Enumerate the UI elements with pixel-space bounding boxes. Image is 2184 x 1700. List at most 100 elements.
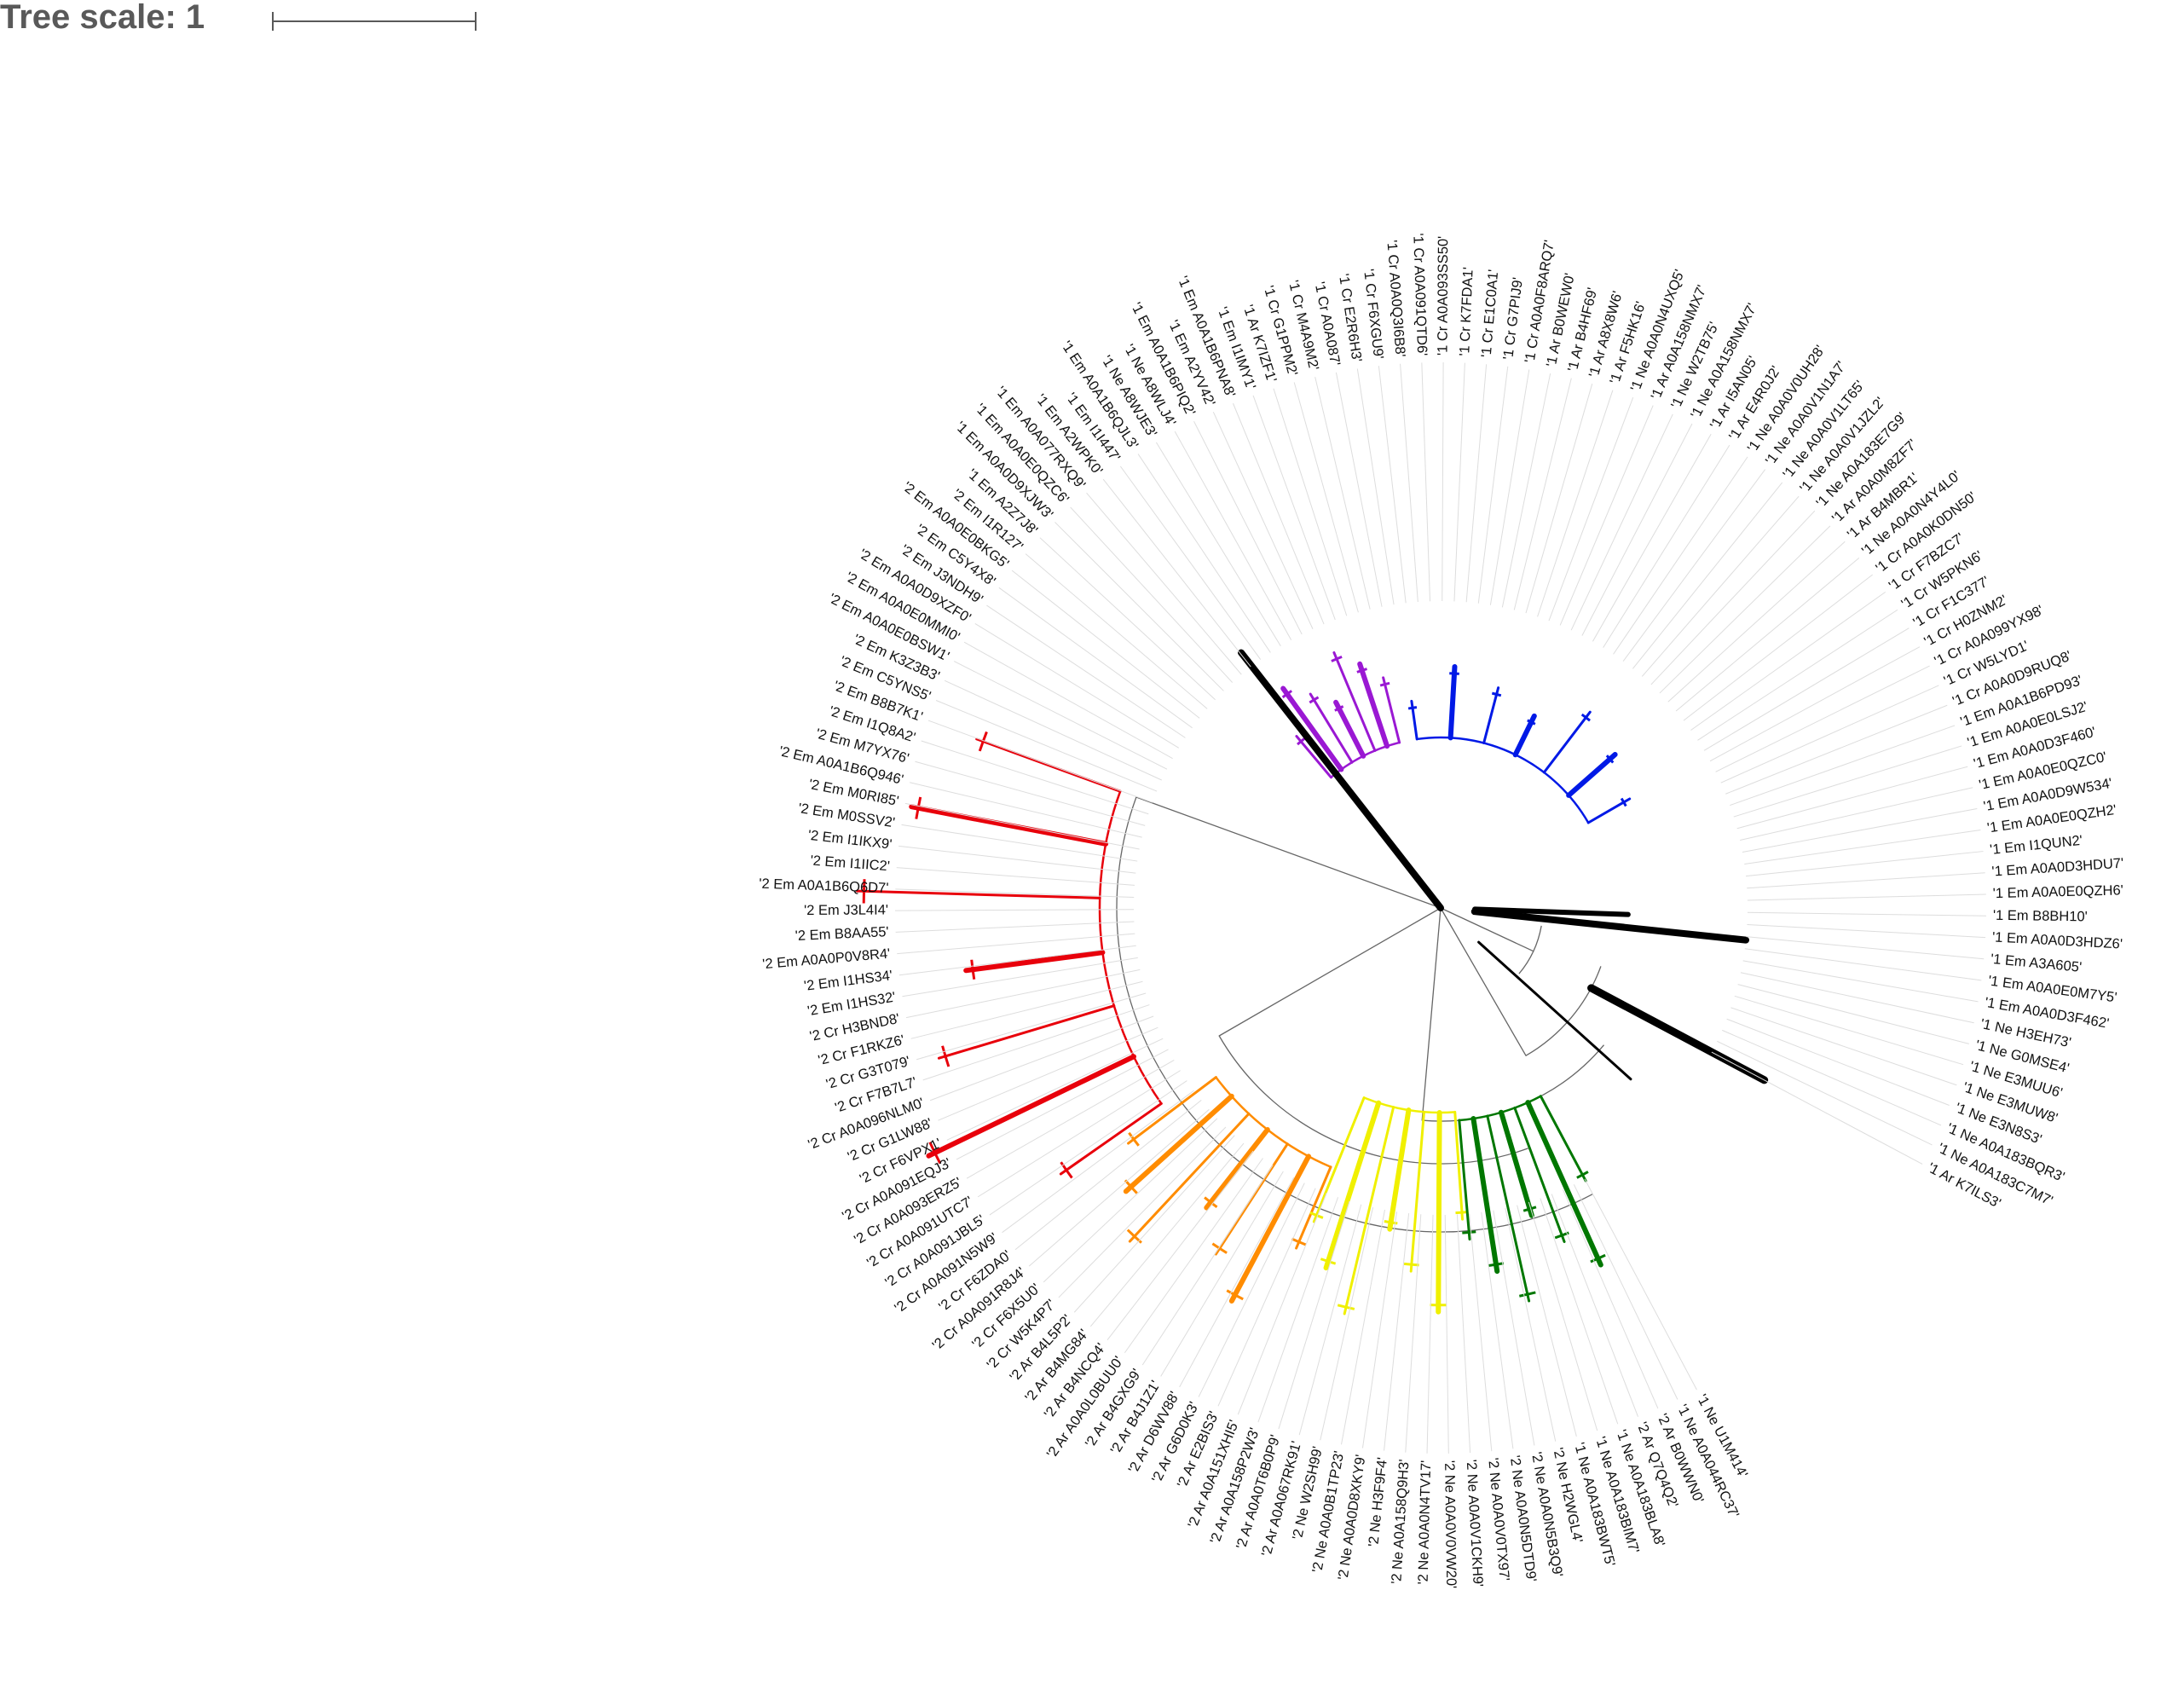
- branch-arc: [1334, 705, 1344, 712]
- branch-arc: [1309, 696, 1320, 704]
- leaf-leader-line: [1217, 1188, 1316, 1407]
- leaf-leader-line: [1298, 1204, 1362, 1436]
- leaf-leader-line: [998, 587, 1193, 729]
- leaf-leader-line: [905, 969, 1141, 1019]
- branch-segment: [1499, 1109, 1534, 1218]
- leaf-leader-line: [1690, 591, 1886, 731]
- leaf-label: '1 Cr F6XGU9': [1361, 269, 1386, 361]
- branch-segment: [909, 804, 1109, 847]
- leaf-leader-line: [1709, 646, 1921, 762]
- leaf-leader-line: [1400, 363, 1418, 603]
- leaf-leader-line: [1584, 1178, 1697, 1391]
- branch-segment: [855, 889, 1101, 899]
- branch-segment: [1440, 907, 1527, 1056]
- branch-arc: [1337, 1304, 1355, 1310]
- leaf-leader-line: [1141, 1165, 1274, 1366]
- branch-segment: [1357, 661, 1390, 749]
- leaf-leader-line: [1054, 522, 1224, 691]
- leaf-leader-line: [1124, 1158, 1263, 1354]
- leaf-label: '1 Em A0A0E0QZH6': [1993, 882, 2123, 901]
- leaf-label: '2 Ne A0A158Q9H3': [1389, 1459, 1412, 1585]
- leaf-leader-line: [1489, 369, 1530, 605]
- leaf-leader-line: [1421, 362, 1431, 602]
- leaf-label: '1 Cr A0A0Q3I6B8': [1384, 240, 1407, 357]
- leaf-leader-line: [1119, 465, 1262, 660]
- leaf-leader-line: [1106, 1150, 1254, 1341]
- branch-segment: [1470, 1116, 1500, 1275]
- leaf-leader-line: [1747, 872, 1985, 889]
- branch-arc: [1462, 1230, 1476, 1235]
- leaf-leader-line: [1070, 506, 1234, 683]
- branch-arc: [1215, 1076, 1332, 1168]
- branch-arc: [928, 1142, 942, 1165]
- leaf-leader-line: [1314, 377, 1371, 610]
- leaf-leader-line: [1505, 1207, 1557, 1442]
- leaf-leader-line: [944, 679, 1162, 781]
- leaf-label: '2 Ne A0A0V1CKH9': [1464, 1460, 1486, 1587]
- leaf-label: '2 Ne H3F9F4': [1366, 1456, 1390, 1547]
- leaf-leader-line: [1320, 1207, 1374, 1441]
- branch-arc: [1281, 690, 1293, 699]
- branch-segment: [1128, 1112, 1251, 1243]
- leaf-leader-line: [1501, 373, 1551, 608]
- branch-arc: [1331, 655, 1343, 662]
- leaf-leader-line: [1525, 384, 1593, 614]
- leaf-leader-line: [1517, 1205, 1577, 1437]
- leaf-leader-line: [915, 760, 1146, 826]
- leaf-leader-line: [1174, 431, 1292, 640]
- branch-segment: [1123, 1093, 1234, 1194]
- leaf-leader-line: [895, 888, 1135, 899]
- leaf-leader-line: [963, 641, 1173, 760]
- leaf-leader-line: [1581, 423, 1693, 636]
- leaf-leader-line: [898, 845, 1136, 874]
- leaf-label: '1 Em A0A0D3HDZ6': [1992, 929, 2123, 951]
- branch-arc: [1384, 1220, 1398, 1225]
- branch-segment: [975, 737, 1122, 793]
- leaf-label: '2 Em B8AA55': [794, 924, 889, 944]
- leaf-label: '2 Ne A0A0V0TX97': [1485, 1457, 1511, 1581]
- branch-segment: [1238, 649, 1444, 911]
- branch-segment: [1127, 1076, 1217, 1145]
- branch-segment: [1214, 1142, 1289, 1256]
- branch-arc: [1519, 1291, 1536, 1298]
- leaf-leader-line: [1697, 609, 1898, 741]
- leaf-leader-line: [1613, 456, 1748, 655]
- branch-segment: [1228, 1154, 1312, 1304]
- branch-segment: [1332, 651, 1377, 752]
- leaf-leader-line: [1179, 1177, 1295, 1388]
- leaf-leader-line: [1746, 936, 1985, 960]
- branch-segment: [1477, 940, 1632, 1081]
- branch-arc: [1124, 1179, 1138, 1194]
- leaf-leader-line: [1747, 923, 1986, 939]
- branch-segment: [937, 1004, 1116, 1060]
- tree-branches: [855, 649, 1769, 1315]
- branch-arc: [1525, 966, 1602, 1056]
- leaf-leader-line: [1551, 1194, 1638, 1417]
- leaf-leader-line: [1233, 402, 1325, 625]
- branch-segment: [963, 950, 1106, 974]
- leaf-label: '2 Ne A0A0N4TV17': [1416, 1460, 1435, 1585]
- branch-arc: [1379, 681, 1390, 687]
- leaf-leader-line: [986, 604, 1186, 738]
- leaf-label: '2 Em J3L4I4': [804, 903, 888, 918]
- leaf-leader-line: [1384, 1213, 1410, 1451]
- branch-arc: [978, 731, 988, 752]
- leaf-leader-line: [1002, 1090, 1194, 1234]
- branch-arc: [1518, 925, 1542, 974]
- leaf-leader-line: [1736, 766, 1968, 830]
- leaf-leader-line: [956, 1049, 1169, 1160]
- leaf-leader-line: [929, 1015, 1154, 1102]
- leaf-leader-line: [1469, 1213, 1493, 1452]
- leaf-leader-line: [1043, 1118, 1218, 1283]
- leaf-leader-line: [966, 1059, 1175, 1179]
- leaf-leader-line: [1025, 553, 1208, 709]
- branch-arc: [1580, 713, 1591, 722]
- leaf-leader-line: [935, 700, 1158, 792]
- leaf-leader-line: [1086, 492, 1242, 675]
- branch-segment: [1482, 686, 1500, 745]
- branch-segment: [1486, 1114, 1531, 1303]
- leaf-label: '1 Em I1QUN2': [1989, 833, 2083, 858]
- branch-arc: [1527, 719, 1536, 726]
- branch-arc: [1116, 796, 1593, 1233]
